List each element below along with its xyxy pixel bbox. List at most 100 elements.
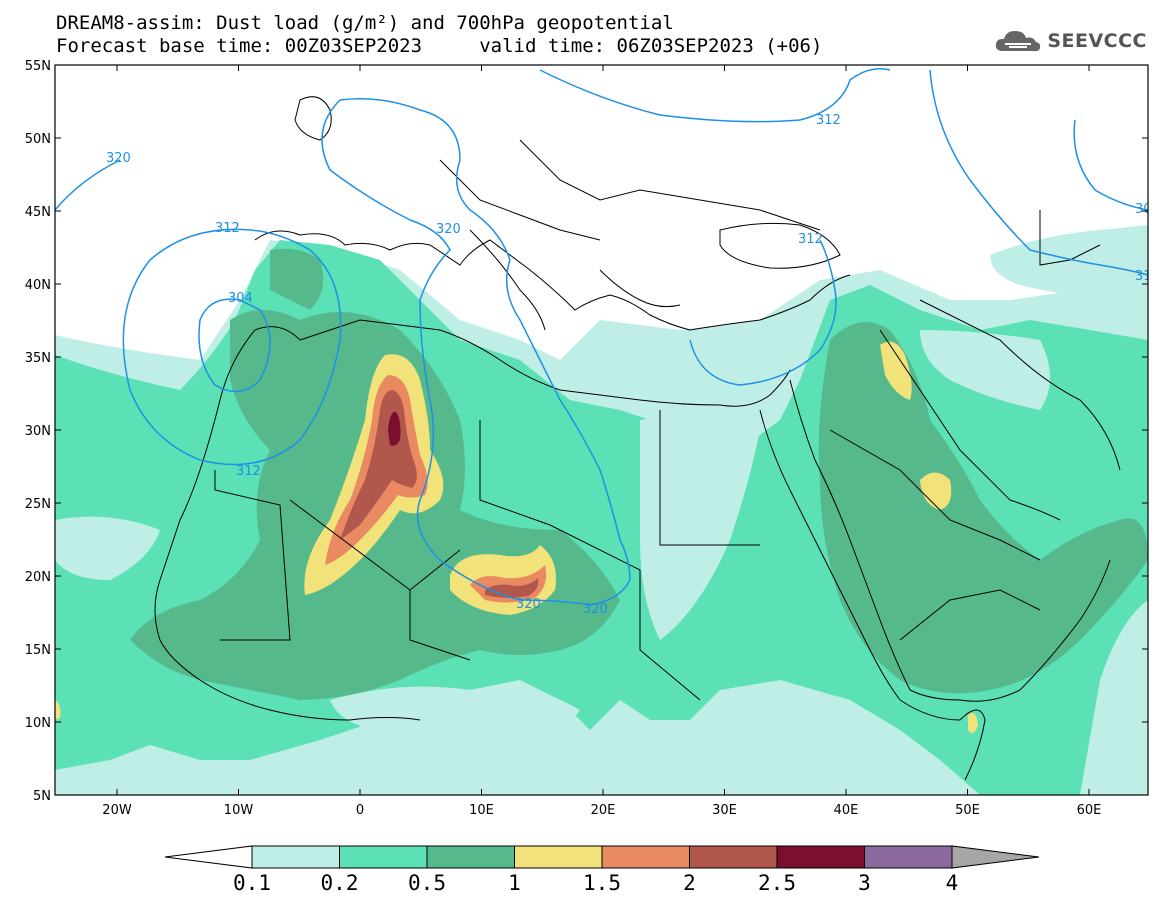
- contour-320-central: [321, 98, 631, 606]
- latitude-axis: 55N 50N 45N 40N 35N 30N 25N 20N 15N 10N 5N: [25, 59, 1148, 804]
- border-arabia: [829, 429, 1041, 561]
- border-egypt: [659, 410, 760, 546]
- contour-label: 312: [215, 221, 240, 236]
- lat-label: 5N: [33, 789, 51, 804]
- coast-italy: [469, 229, 546, 331]
- lon-label: 50E: [955, 803, 980, 818]
- lon-label: 60E: [1077, 803, 1102, 818]
- contour-312-east: [689, 239, 837, 386]
- coast-horn-africa: [899, 699, 986, 781]
- contour-label: 320: [106, 151, 131, 166]
- lon-label: 20W: [102, 803, 132, 818]
- contour-312-ne: [539, 68, 891, 123]
- contour-label: 312: [798, 232, 823, 247]
- lat-label: 45N: [25, 205, 51, 220]
- coast-red-sea-west: [759, 409, 901, 701]
- colorbar-tick-label: 4: [946, 871, 959, 895]
- coast-black-sea: [719, 222, 841, 269]
- dust-level3-iberia: [270, 248, 324, 310]
- coast-gulf: [879, 329, 1061, 521]
- lat-label: 50N: [25, 132, 51, 147]
- dust-level1-westatlantic: [55, 516, 160, 580]
- lat-label: 55N: [25, 59, 51, 74]
- contour-30x-far-east: [1073, 119, 1148, 211]
- dust-level7-algeria: [388, 411, 401, 446]
- lat-label: 20N: [25, 570, 51, 585]
- contour-312-west: [122, 228, 342, 466]
- contour-labels: 320 312 320 304 312 312 320 320 312 312 …: [106, 113, 1152, 617]
- colorbar-segment: [776, 845, 865, 869]
- seevccc-logo: SEEVCCC: [995, 26, 1147, 56]
- colorbar-tick-label: 2.5: [758, 871, 796, 895]
- colorbar-tick-label: 1: [508, 871, 521, 895]
- map-fields: 320 312 320 304 312 312 320 320 312 312 …: [55, 65, 1152, 795]
- contour-label: 312: [816, 113, 841, 128]
- dust-level1-northeast: [990, 225, 1148, 300]
- dust-level3-arabia: [818, 322, 1148, 694]
- border-sahara-2: [409, 590, 471, 661]
- contour-label: 304: [228, 291, 253, 306]
- lat-label: 40N: [25, 278, 51, 293]
- border-mauritania: [214, 470, 291, 641]
- border-central-europe: [439, 159, 601, 241]
- coast-west-africa: [154, 329, 421, 721]
- contour-label: 31: [1135, 269, 1152, 284]
- border-yemen: [899, 589, 1041, 641]
- coast-red-sea-east: [789, 379, 1111, 702]
- lat-label: 30N: [25, 424, 51, 439]
- colorbar-segment: [601, 845, 690, 869]
- cloud-icon: [996, 31, 1041, 52]
- colorbar-segment: [339, 845, 428, 869]
- chart-title-line2: Forecast base time: 00Z03SEP2023 valid t…: [56, 35, 823, 57]
- contour-label: 312: [236, 464, 261, 479]
- lat-label: 25N: [25, 497, 51, 512]
- dust-level1-egypt: [640, 416, 760, 640]
- contour-label: 320: [583, 602, 608, 617]
- colorbar-segment: [689, 845, 778, 869]
- chart-title-line1: DREAM8-assim: Dust load (g/m²) and 700hP…: [56, 12, 674, 34]
- colorbar-segment: [251, 845, 340, 869]
- contour-label: 320: [436, 222, 461, 237]
- coast-uk: [294, 96, 332, 141]
- colorbar-segment: [514, 845, 603, 869]
- lat-label: 10N: [25, 716, 51, 731]
- colorbar-tick-label: 2: [683, 871, 696, 895]
- lon-label: 0: [356, 803, 364, 818]
- dust-level1-arabia: [920, 330, 1050, 410]
- contour-label: 320: [516, 597, 541, 612]
- geopotential-contours: [55, 68, 1148, 606]
- logo-text: SEEVCCC: [1047, 30, 1147, 52]
- contour-304: [198, 298, 271, 393]
- contour-312-far-east: [929, 69, 1148, 276]
- lat-label: 35N: [25, 351, 51, 366]
- coast-north-africa: [254, 319, 791, 407]
- lon-label: 30E: [712, 803, 737, 818]
- border-sahara-3: [479, 420, 641, 571]
- colorbar-tick-label: 3: [858, 871, 871, 895]
- dust-level4-somalia: [968, 712, 978, 734]
- country-borders: [154, 96, 1121, 781]
- lon-label: 40E: [834, 803, 859, 818]
- border-caspian: [1039, 210, 1101, 266]
- longitude-axis: 20W 10W 0 10E 20E 30E 40E 50E 60E: [102, 65, 1101, 818]
- colorbar-tick-label: 0.2: [321, 871, 359, 895]
- coast-europe: [254, 230, 851, 331]
- border-iran: [919, 299, 1121, 471]
- dust-level4-westcoast: [55, 700, 61, 720]
- border-sudan: [639, 570, 701, 701]
- lat-label: 15N: [25, 643, 51, 658]
- coast-greece: [599, 269, 681, 308]
- lon-label: 20E: [591, 803, 616, 818]
- dust-level1-south: [330, 686, 580, 733]
- border-east-europe: [519, 139, 821, 231]
- colorbar-tick-label: 1.5: [583, 871, 621, 895]
- dust-level4-iraq: [880, 341, 912, 400]
- lon-label: 10W: [224, 803, 254, 818]
- colorbar-arrow-left: [164, 845, 253, 869]
- lon-label: 10E: [469, 803, 494, 818]
- colorbar: 0.1 0.2 0.5 1 1.5 2 2.5 3 4: [164, 845, 1040, 895]
- colorbar-segment: [426, 845, 515, 869]
- dust-level4-saudi: [920, 472, 952, 510]
- contour-320-west: [55, 159, 121, 211]
